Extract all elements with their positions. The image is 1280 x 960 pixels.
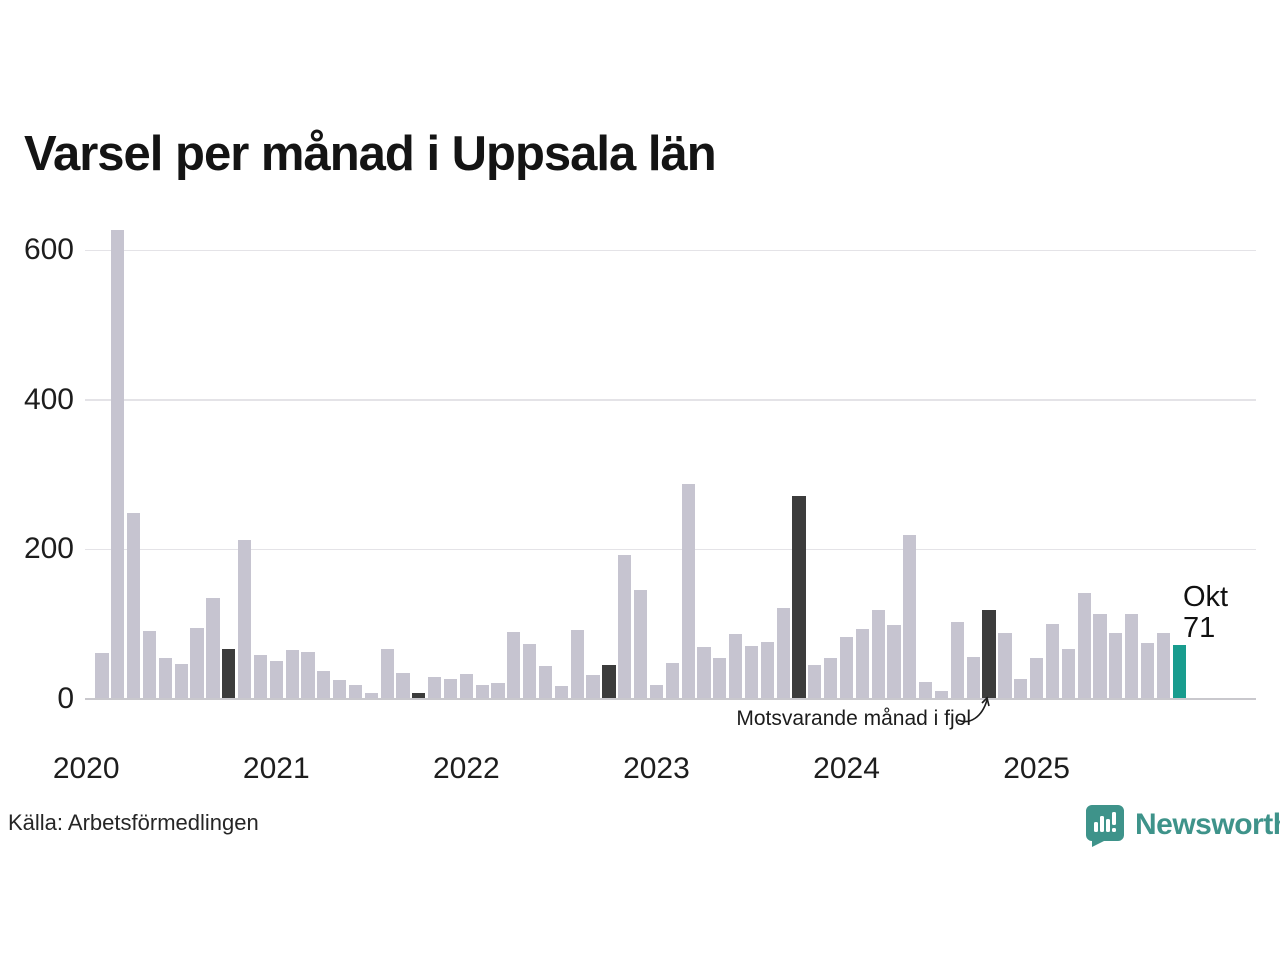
bar-2025-03 — [1061, 648, 1075, 698]
bar-2023-01 — [649, 684, 664, 698]
bar-2025-07 — [1125, 613, 1139, 698]
brand-wordmark: Newsworthy — [1135, 808, 1280, 841]
bar-2025-01 — [1030, 658, 1044, 698]
gridline-200 — [85, 548, 1256, 551]
bar-2020-03 — [111, 229, 125, 698]
bar-2024-07 — [934, 690, 949, 698]
newsworthy-bubble-icon — [1086, 805, 1124, 847]
bar-2024-04 — [887, 624, 901, 698]
y-tick-label-200: 200 — [23, 532, 74, 566]
bar-2023-04 — [697, 647, 711, 698]
bar-2020-04 — [127, 512, 141, 698]
bar-2024-03 — [871, 609, 885, 698]
bar-2024-08 — [950, 621, 964, 698]
bar-2023-07 — [744, 645, 759, 698]
bar-2025-05 — [1093, 614, 1107, 698]
y-tick-label-600: 600 — [23, 233, 74, 267]
bar-2024-05 — [903, 535, 917, 698]
bar-2024-12 — [1014, 678, 1028, 698]
x-tick-label-2020: 2020 — [52, 752, 120, 785]
bar-2021-10 — [412, 692, 426, 698]
bar-2021-08 — [380, 649, 394, 698]
bar-2021-07 — [364, 692, 378, 698]
y-tick-label-400: 400 — [23, 382, 74, 416]
bar-2020-09 — [206, 597, 220, 698]
bar-2022-02 — [475, 684, 489, 698]
bar-2020-02 — [95, 653, 109, 698]
bar-2020-06 — [158, 657, 172, 698]
bar-2023-09 — [776, 607, 790, 698]
bar-2025-02 — [1045, 624, 1060, 698]
bar-2022-01 — [459, 674, 473, 698]
source-caption: Källa: Arbetsförmedlingen — [8, 810, 259, 835]
bar-2021-06 — [348, 685, 363, 698]
bar-2022-11 — [618, 555, 632, 698]
bar-2022-10 — [602, 665, 616, 698]
bar-2020-05 — [142, 630, 157, 698]
bar-2025-08 — [1140, 643, 1155, 698]
bar-2022-09 — [586, 674, 600, 698]
bar-2021-04 — [317, 671, 331, 698]
bar-2021-11 — [428, 677, 442, 698]
gridline-0 — [85, 698, 1256, 700]
bar-2023-10 — [792, 496, 806, 698]
bar-2022-04 — [507, 632, 521, 698]
current-month-label: Okt 71 — [1183, 582, 1228, 644]
bar-2022-07 — [554, 686, 568, 698]
brand-logo: Newsworthy — [1086, 803, 1280, 847]
bar-2025-06 — [1109, 632, 1123, 698]
bar-2024-11 — [998, 632, 1012, 698]
bar-2022-06 — [538, 665, 553, 698]
bar-2022-12 — [634, 590, 648, 698]
bar-2022-03 — [491, 683, 505, 698]
bar-2021-01 — [269, 661, 283, 698]
bar-2022-08 — [570, 630, 584, 698]
bar-2023-06 — [729, 633, 743, 698]
bar-2020-12 — [253, 654, 268, 698]
bar-2025-04 — [1077, 593, 1091, 698]
y-tick-label-0: 0 — [57, 681, 74, 715]
bar-2020-10 — [222, 649, 236, 698]
bar-2024-02 — [855, 629, 869, 698]
bar-2021-12 — [443, 679, 458, 698]
bubble-shape — [1086, 805, 1124, 847]
bar-2023-05 — [713, 658, 727, 698]
bar-2025-10 — [1172, 644, 1186, 698]
bar-2025-09 — [1156, 632, 1170, 698]
bar-2023-12 — [824, 658, 838, 698]
current-month-name: Okt — [1183, 581, 1229, 613]
bar-2023-08 — [760, 641, 774, 698]
bar-2024-01 — [839, 636, 854, 698]
bar-2023-11 — [808, 665, 822, 698]
bar-2024-10 — [982, 609, 996, 698]
annotation-label: Motsvarande månad i fjol — [736, 707, 971, 730]
bar-2020-08 — [190, 627, 204, 698]
x-tick-label-2022: 2022 — [432, 752, 500, 785]
bar-2021-09 — [396, 673, 410, 698]
bar-2020-07 — [174, 664, 188, 698]
bar-2020-11 — [238, 540, 252, 698]
gridline-600 — [85, 249, 1256, 252]
x-tick-label-2021: 2021 — [242, 752, 310, 785]
bar-2021-02 — [285, 650, 299, 698]
bar-2023-02 — [665, 662, 679, 698]
bar-2021-03 — [301, 652, 315, 698]
annotation-arrow-icon — [957, 696, 990, 723]
current-month-value: 71 — [1183, 612, 1216, 644]
gridline-400 — [85, 399, 1256, 401]
bar-2024-09 — [966, 656, 980, 698]
x-tick-label-2025: 2025 — [1003, 752, 1070, 785]
bar-2023-03 — [681, 483, 695, 698]
x-tick-label-2023: 2023 — [623, 752, 690, 785]
bar-2021-05 — [333, 680, 347, 698]
bar-2024-06 — [919, 682, 933, 698]
chart-title: Varsel per månad i Uppsala län — [24, 127, 717, 181]
bar-2022-05 — [523, 644, 537, 698]
x-tick-label-2024: 2024 — [813, 752, 880, 785]
